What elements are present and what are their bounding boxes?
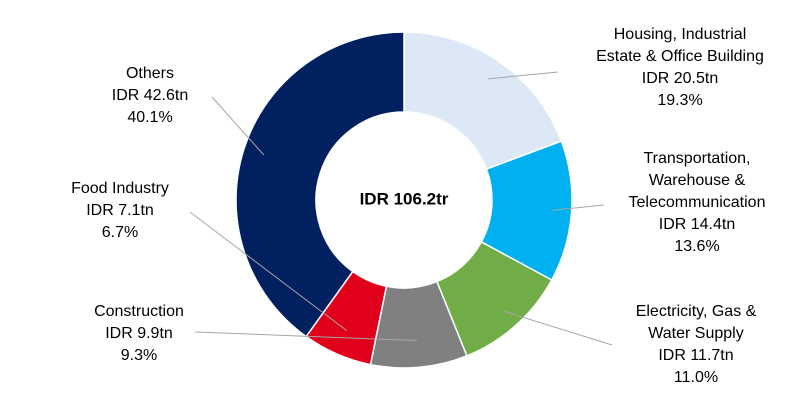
slice-label-line: 9.3%	[121, 347, 157, 364]
slice-label-line: Electricity, Gas &	[636, 303, 757, 320]
slice-label-line: 19.3%	[657, 92, 702, 109]
slice-label-line: Housing, Industrial	[614, 26, 747, 43]
slice-label-2: Electricity, Gas & Water Supply IDR 11.7tn…	[636, 303, 757, 386]
leader-line-4	[189, 211, 348, 332]
slice-label-line: 11.0%	[674, 369, 718, 386]
leader-line-5	[211, 96, 265, 156]
leader-line-2	[503, 310, 613, 346]
leader-lines-layer	[189, 71, 613, 346]
leader-line-3	[194, 331, 417, 342]
slice-label-line: Warehouse &	[649, 172, 746, 189]
slice-label-5: Others IDR 42.6tn 40.1%	[112, 65, 188, 126]
slices-layer	[235, 31, 573, 369]
donut-slice-0	[403, 31, 563, 171]
slice-label-line: Estate & Office Building	[596, 48, 764, 65]
leader-line-0	[487, 71, 559, 80]
slice-label-line: Telecommunication	[629, 194, 766, 211]
slice-label-line: Others	[126, 65, 174, 82]
slice-label-line: IDR 7.1tn	[86, 202, 154, 219]
leader-line-1	[552, 204, 605, 211]
slice-labels-layer: Housing, Industrial Estate & Office Build…	[71, 26, 765, 386]
slice-label-line: Construction	[94, 303, 184, 320]
slice-label-line: IDR 20.5tn	[642, 70, 718, 87]
slice-label-line: IDR 14.4tn	[659, 216, 735, 233]
slice-label-line: 6.7%	[102, 224, 138, 241]
slice-label-line: 13.6%	[674, 238, 719, 255]
donut-slice-5	[235, 31, 405, 338]
slice-label-3: Construction IDR 9.9tn 9.3%	[94, 303, 184, 364]
slice-label-1: Transportation, Warehouse & Telecommunicat…	[629, 150, 766, 255]
center-total-label: IDR 106.2tr	[360, 189, 449, 208]
slice-label-line: Food Industry	[71, 180, 169, 197]
slice-label-line: Transportation,	[643, 150, 750, 167]
slice-label-line: IDR 42.6tn	[112, 87, 188, 104]
slice-label-0: Housing, Industrial Estate & Office Build…	[596, 26, 764, 109]
slice-label-line: 40.1%	[127, 109, 172, 126]
slice-label-line: IDR 9.9tn	[105, 325, 173, 342]
slice-label-line: IDR 11.7tn	[658, 347, 733, 364]
slice-label-line: Water Supply	[648, 325, 743, 342]
slice-label-4: Food Industry IDR 7.1tn 6.7%	[71, 180, 169, 241]
